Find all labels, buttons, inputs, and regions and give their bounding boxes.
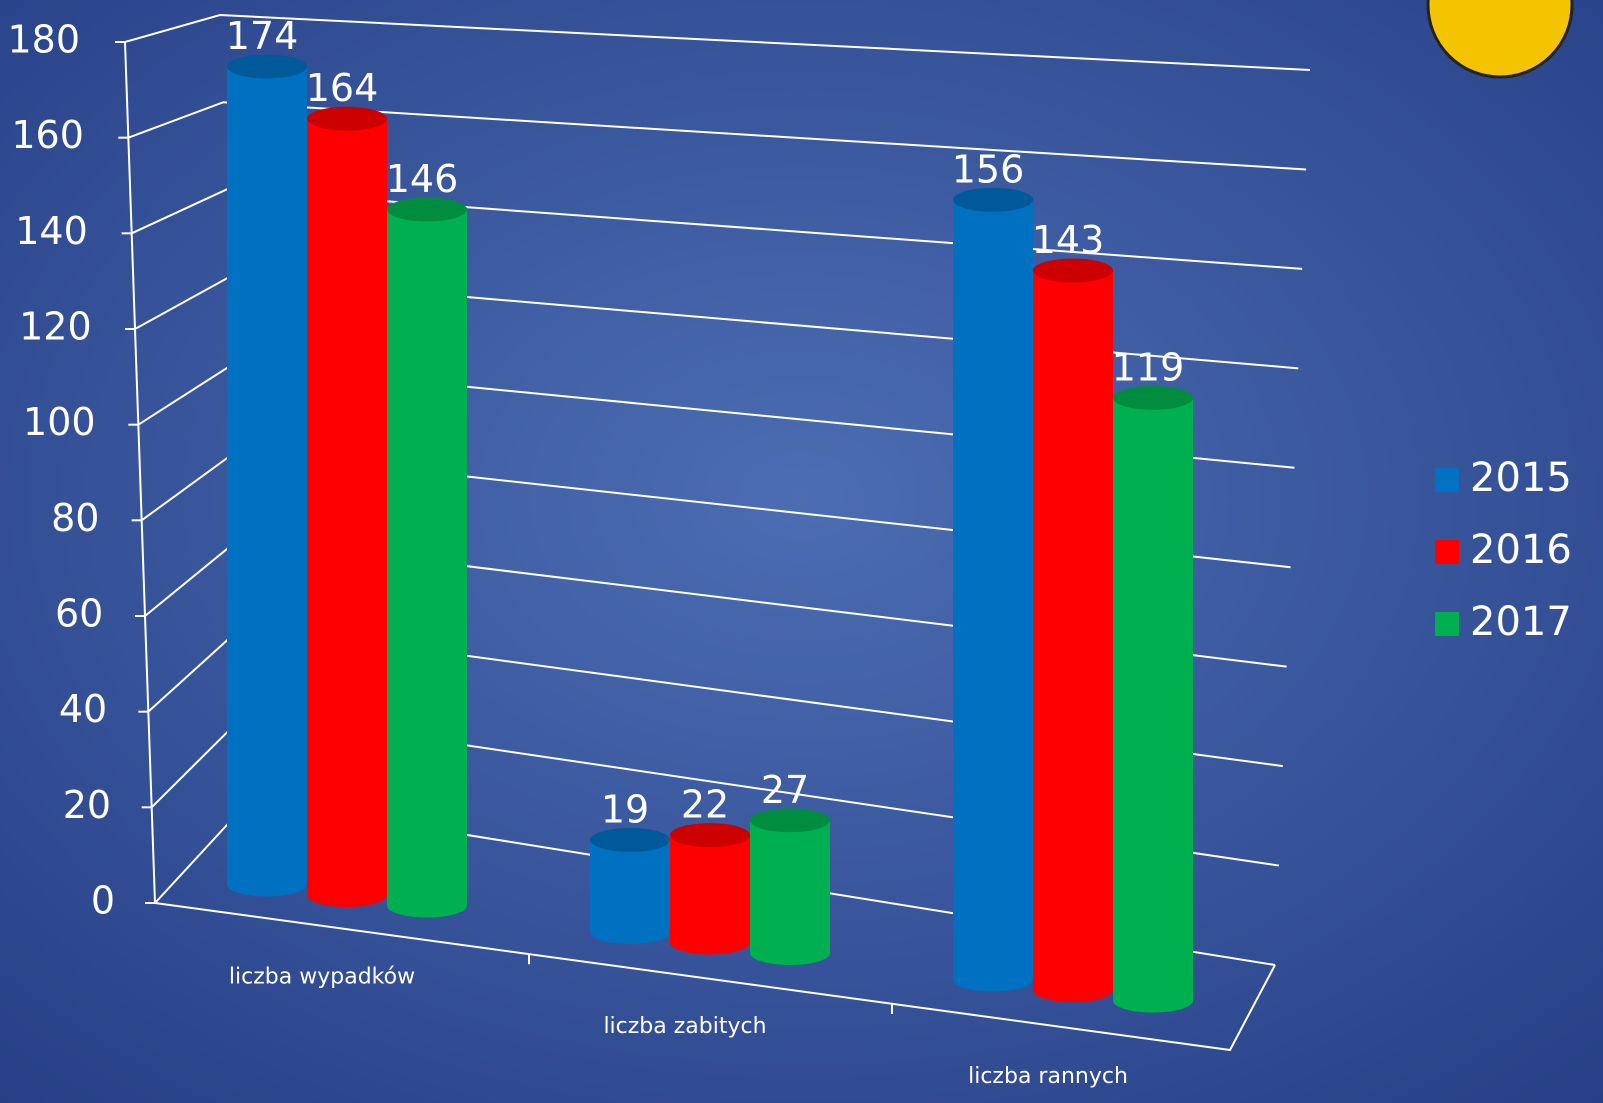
legend-label: 2015 xyxy=(1470,455,1572,501)
bar xyxy=(953,199,1033,980)
x-tick-label: liczba rannych xyxy=(968,1064,1128,1089)
bar xyxy=(590,839,670,933)
value-label: 27 xyxy=(761,768,809,812)
bar-top xyxy=(227,54,307,79)
y-tick-label: 100 xyxy=(23,400,96,444)
bar-top xyxy=(1033,258,1113,283)
bar-top xyxy=(953,187,1033,212)
bar xyxy=(227,66,307,885)
value-label: 156 xyxy=(952,147,1025,191)
value-label: 164 xyxy=(306,66,379,110)
legend-swatch xyxy=(1435,468,1459,492)
grid-line xyxy=(124,13,1311,71)
x-tick-label: liczba zabitych xyxy=(603,1014,766,1039)
bar xyxy=(387,209,467,906)
y-tick-label: 160 xyxy=(11,113,84,157)
emblem xyxy=(1426,0,1574,79)
x-tick-label: liczba wypadków xyxy=(229,964,415,989)
value-label: 174 xyxy=(226,14,299,58)
floor xyxy=(154,902,1276,1052)
bar-top xyxy=(387,197,467,222)
y-tick-label: 80 xyxy=(51,496,99,540)
value-label: 22 xyxy=(681,783,729,827)
bar-top xyxy=(750,808,830,833)
value-label: 19 xyxy=(601,787,649,831)
value-label: 119 xyxy=(1112,345,1185,389)
y-tick-label: 20 xyxy=(63,783,111,827)
bar-top xyxy=(307,106,387,131)
bar xyxy=(1113,397,1193,1001)
bar-top xyxy=(1113,385,1193,410)
y-tick-label: 180 xyxy=(7,18,80,62)
bar xyxy=(1033,270,1113,991)
bar xyxy=(750,820,830,954)
value-label: 143 xyxy=(1032,218,1105,262)
bar-top xyxy=(590,827,670,852)
bar-top xyxy=(670,823,750,848)
legend-swatch xyxy=(1435,612,1459,636)
legend-swatch xyxy=(1435,540,1459,564)
grid-line xyxy=(131,188,1303,270)
y-tick-label: 120 xyxy=(19,305,92,349)
y-tick-label: 140 xyxy=(15,209,88,253)
y-tick-label: 40 xyxy=(59,687,107,731)
legend-label: 2016 xyxy=(1470,527,1572,573)
y-axis xyxy=(124,41,156,904)
bar xyxy=(670,835,750,943)
value-label: 146 xyxy=(386,157,459,201)
y-tick-label: 0 xyxy=(91,879,115,923)
grid-line xyxy=(127,101,1307,171)
legend-label: 2017 xyxy=(1470,599,1572,645)
bar xyxy=(307,118,387,896)
y-tick-label: 60 xyxy=(55,592,103,636)
